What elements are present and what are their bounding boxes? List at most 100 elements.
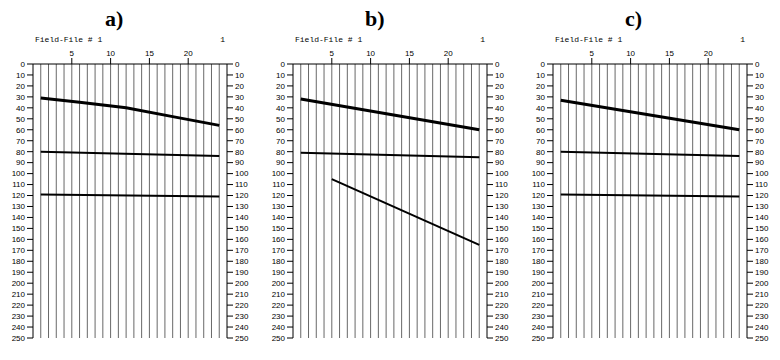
svg-text:210: 210: [495, 290, 509, 299]
svg-text:170: 170: [495, 246, 509, 255]
svg-text:190: 190: [235, 268, 249, 277]
svg-text:60: 60: [495, 126, 504, 135]
svg-text:210: 210: [235, 290, 249, 299]
svg-text:40: 40: [276, 104, 285, 113]
svg-text:120: 120: [755, 191, 769, 200]
svg-text:250: 250: [532, 334, 546, 343]
svg-text:30: 30: [276, 93, 285, 102]
svg-text:150: 150: [532, 224, 546, 233]
svg-text:10: 10: [276, 71, 285, 80]
svg-text:170: 170: [272, 246, 286, 255]
svg-text:10: 10: [366, 49, 375, 58]
svg-text:230: 230: [755, 312, 769, 321]
svg-text:70: 70: [16, 137, 25, 146]
svg-text:30: 30: [536, 93, 545, 102]
svg-text:90: 90: [276, 158, 285, 167]
svg-text:230: 230: [12, 312, 26, 321]
svg-text:190: 190: [272, 268, 286, 277]
svg-text:30: 30: [495, 93, 504, 102]
svg-text:120: 120: [235, 191, 249, 200]
svg-text:10: 10: [536, 71, 545, 80]
svg-text:80: 80: [536, 148, 545, 157]
svg-text:220: 220: [272, 301, 286, 310]
svg-text:40: 40: [495, 104, 504, 113]
svg-text:120: 120: [532, 191, 546, 200]
svg-text:10: 10: [495, 71, 504, 80]
svg-text:0: 0: [495, 60, 500, 69]
svg-text:60: 60: [235, 126, 244, 135]
svg-text:200: 200: [272, 279, 286, 288]
svg-text:50: 50: [495, 115, 504, 124]
svg-text:110: 110: [755, 180, 768, 189]
svg-text:20: 20: [495, 82, 504, 91]
svg-text:150: 150: [755, 224, 769, 233]
svg-text:30: 30: [755, 93, 764, 102]
svg-text:10: 10: [626, 49, 635, 58]
svg-text:110: 110: [12, 180, 25, 189]
svg-text:140: 140: [532, 213, 546, 222]
svg-text:200: 200: [495, 279, 509, 288]
svg-text:250: 250: [12, 334, 26, 343]
svg-text:170: 170: [532, 246, 546, 255]
svg-text:220: 220: [12, 301, 26, 310]
svg-text:220: 220: [755, 301, 769, 310]
svg-text:240: 240: [12, 323, 26, 332]
svg-text:20: 20: [536, 82, 545, 91]
svg-text:200: 200: [235, 279, 249, 288]
svg-text:180: 180: [272, 257, 286, 266]
svg-text:70: 70: [276, 137, 285, 146]
svg-text:230: 230: [532, 312, 546, 321]
svg-text:150: 150: [235, 224, 249, 233]
svg-text:50: 50: [276, 115, 285, 124]
svg-text:180: 180: [235, 257, 249, 266]
svg-text:50: 50: [16, 115, 25, 124]
svg-text:5: 5: [590, 49, 595, 58]
svg-text:100: 100: [495, 169, 509, 178]
svg-text:140: 140: [272, 213, 286, 222]
svg-text:60: 60: [536, 126, 545, 135]
svg-text:120: 120: [495, 191, 509, 200]
svg-text:80: 80: [755, 148, 764, 157]
svg-text:70: 70: [536, 137, 545, 146]
svg-text:240: 240: [495, 323, 509, 332]
svg-text:210: 210: [12, 290, 26, 299]
svg-text:180: 180: [532, 257, 546, 266]
svg-text:240: 240: [532, 323, 546, 332]
svg-text:210: 210: [755, 290, 769, 299]
svg-text:250: 250: [235, 334, 249, 343]
svg-text:230: 230: [272, 312, 286, 321]
svg-text:190: 190: [755, 268, 769, 277]
svg-text:60: 60: [755, 126, 764, 135]
svg-text:250: 250: [272, 334, 286, 343]
svg-text:50: 50: [235, 115, 244, 124]
svg-text:150: 150: [495, 224, 509, 233]
svg-text:80: 80: [276, 148, 285, 157]
svg-text:210: 210: [272, 290, 286, 299]
svg-text:80: 80: [16, 148, 25, 157]
svg-text:15: 15: [665, 49, 674, 58]
svg-text:110: 110: [532, 180, 545, 189]
svg-text:60: 60: [276, 126, 285, 135]
svg-text:10: 10: [235, 71, 244, 80]
svg-text:140: 140: [495, 213, 509, 222]
svg-text:170: 170: [12, 246, 26, 255]
svg-text:230: 230: [495, 312, 509, 321]
svg-text:100: 100: [235, 169, 249, 178]
svg-text:140: 140: [235, 213, 249, 222]
svg-text:10: 10: [16, 71, 25, 80]
svg-text:20: 20: [276, 82, 285, 91]
svg-text:10: 10: [106, 49, 115, 58]
svg-text:130: 130: [272, 202, 286, 211]
svg-text:80: 80: [235, 148, 244, 157]
svg-text:15: 15: [145, 49, 154, 58]
svg-text:210: 210: [532, 290, 546, 299]
svg-text:170: 170: [755, 246, 769, 255]
svg-text:0: 0: [235, 60, 240, 69]
svg-text:200: 200: [532, 279, 546, 288]
svg-text:130: 130: [235, 202, 249, 211]
svg-text:0: 0: [755, 60, 760, 69]
svg-text:0: 0: [281, 60, 286, 69]
svg-text:140: 140: [12, 213, 26, 222]
svg-text:250: 250: [755, 334, 769, 343]
svg-text:130: 130: [755, 202, 769, 211]
